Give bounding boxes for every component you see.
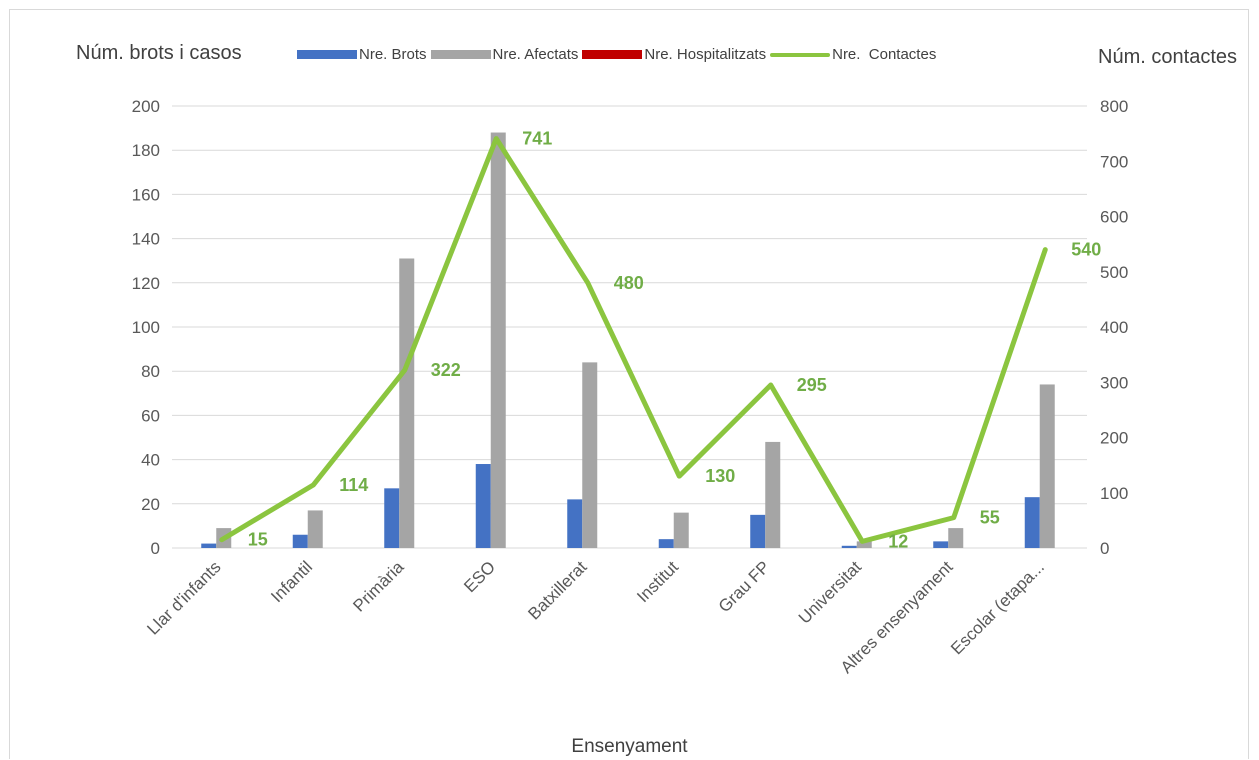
y-left-tick-label: 200 [132, 97, 160, 116]
left-axis-title: Núm. brots i casos [76, 42, 242, 64]
bar-nre-afectats [856, 541, 872, 548]
y-right-tick-label: 800 [1100, 97, 1128, 116]
legend-swatch-afectats [430, 50, 491, 59]
bar-nre-brots [933, 541, 949, 548]
legend-label-contactes: Nre. Contactes [832, 46, 937, 63]
bar-nre-afectats [1039, 384, 1055, 548]
data-label-contactes: 130 [705, 466, 735, 486]
legend-item-hospitalitzats: Nre. Hospitalitzats [582, 46, 766, 63]
y-left-tick-label: 40 [141, 451, 160, 470]
x-tick-label: Grau FP [715, 557, 774, 616]
x-tick-label: Llar d'infants [143, 557, 224, 638]
chart-legend: Nre. Brots Nre. Afectats Nre. Hospitalit… [297, 46, 940, 63]
y-left-tick-label: 60 [141, 406, 160, 425]
y-left-tick-label: 180 [132, 141, 160, 160]
data-label-contactes: 114 [339, 475, 368, 495]
line-contactes [219, 136, 1048, 544]
data-label-contactes: 12 [888, 531, 908, 551]
right-axis-title: Núm. contactes [1098, 46, 1237, 68]
y-left-tick-label: 160 [132, 185, 160, 204]
data-label-contactes: 322 [431, 360, 461, 380]
y-right-tick-label: 600 [1100, 208, 1128, 227]
y-left-tick-label: 140 [132, 230, 160, 249]
data-label-contactes: 480 [614, 273, 644, 293]
y-left-tick-label: 20 [141, 495, 160, 514]
x-tick-label: Escolar (etapa... [947, 557, 1048, 658]
x-tick-label: Batxillerat [524, 557, 590, 623]
y-right-tick-label: 200 [1100, 429, 1128, 448]
legend-label-afectats: Nre. Afectats [492, 46, 579, 63]
y-right-tick-label: 100 [1100, 484, 1128, 503]
bar-nre-brots [292, 534, 308, 548]
data-label-contactes: 55 [980, 508, 1000, 528]
y-left-tick-label: 100 [132, 318, 160, 337]
x-axis-title: Ensenyament [571, 736, 688, 757]
y-left-tick-label: 120 [132, 274, 160, 293]
legend-swatch-brots [297, 50, 357, 59]
y-right-tick-label: 300 [1100, 373, 1128, 392]
y-right-tick-label: 400 [1100, 318, 1128, 337]
bar-nre-brots [658, 539, 674, 548]
legend-item-brots: Nre. Brots [297, 46, 427, 63]
bar-nre-afectats [582, 362, 598, 548]
y-left-tick-label: 80 [141, 362, 160, 381]
bar-nre-brots [567, 499, 583, 548]
data-label-contactes: 741 [522, 129, 552, 149]
bar-nre-afectats [399, 258, 415, 548]
bar-nre-brots [201, 543, 217, 548]
bar-nre-afectats [765, 441, 781, 548]
bar-nre-brots [841, 545, 857, 548]
y-left-tick-label: 0 [151, 539, 160, 558]
y-right-tick-label: 500 [1100, 263, 1128, 282]
x-tick-label: Institut [633, 557, 682, 606]
x-tick-label: Universitat [795, 557, 865, 627]
bar-nre-afectats [673, 512, 689, 548]
bar-nre-brots [384, 488, 400, 548]
bar-nre-afectats [948, 528, 964, 548]
legend-label-brots: Nre. Brots [359, 46, 427, 63]
x-tick-label: ESO [460, 557, 499, 596]
legend-label-hospitalitzats: Nre. Hospitalitzats [644, 46, 767, 63]
bar-nre-afectats [307, 510, 323, 548]
chart-frame [9, 9, 1249, 759]
bar-nre-afectats [490, 132, 506, 548]
bar-nre-brots [750, 514, 766, 548]
bar-nre-brots [475, 464, 491, 548]
legend-item-contactes: Nre. Contactes [770, 46, 936, 63]
data-label-contactes: 15 [248, 530, 268, 550]
legend-swatch-hospitalitzats [582, 50, 643, 59]
x-tick-label: Infantil [267, 557, 316, 606]
bar-nre-brots [1024, 497, 1040, 548]
data-label-contactes: 295 [797, 375, 827, 395]
legend-item-afectats: Nre. Afectats [430, 46, 579, 63]
x-tick-label: Primària [349, 557, 408, 616]
y-right-tick-label: 0 [1100, 539, 1109, 558]
y-right-tick-label: 700 [1100, 152, 1128, 171]
legend-swatch-contactes [770, 52, 831, 57]
data-label-contactes: 540 [1071, 240, 1101, 260]
